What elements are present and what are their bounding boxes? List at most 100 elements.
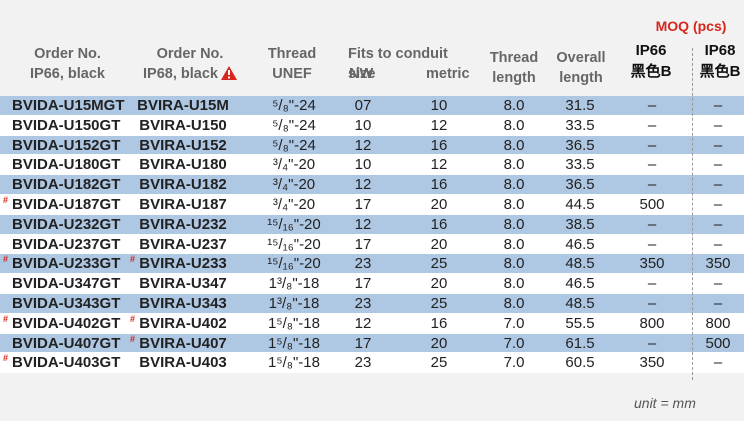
header-metric: metric (426, 66, 470, 82)
table-row: # BVIDA-U402GT # BVIRA-U402 1⁵/₈"-18 12 16 7.0 5… (0, 313, 744, 334)
header-nw: NW (349, 66, 374, 82)
nw-cell: 23 (343, 353, 383, 373)
ip66-cell: # BVIDA-U402GT (3, 314, 122, 334)
thread-length-cell: 8.0 (492, 294, 536, 314)
thread-cell-text: 1⁵/₈"-18 (268, 334, 320, 352)
overall-length-cell: 36.5 (556, 175, 604, 195)
note-mark: # (3, 254, 9, 265)
overall-length-cell-text: 61.5 (565, 334, 595, 352)
moq-ip66-cell: – (627, 215, 677, 235)
overall-length-cell-text: 55.5 (565, 314, 595, 332)
thread-cell: ⁵/₈"-24 (260, 96, 328, 116)
ip66-cell: BVIDA-U152GT (12, 136, 122, 156)
overall-length-cell: 55.5 (556, 314, 604, 334)
overall-length-cell: 33.5 (556, 116, 604, 136)
ip68-cell: BVIRA-U232 (128, 215, 238, 235)
ip68-cell-text: BVIRA-U15M (137, 97, 229, 114)
nw-cell: 12 (343, 136, 383, 156)
table-row: BVIDA-U150GT BVIRA-U150 ⁵/₈"-24 10 12 8.0 33.5… (0, 115, 744, 136)
table-row: BVIDA-U232GT BVIRA-U232 ¹⁵/₁₆"-20 12 16 8.0 38… (0, 214, 744, 235)
thread-length-cell-text: 8.0 (503, 235, 525, 253)
table-row: BVIDA-U180GT BVIRA-U180 ³/₄"-20 10 12 8.0 33.5… (0, 155, 744, 176)
moq-ip68-cell: – (694, 136, 742, 156)
moq-ip66-cell: – (627, 274, 677, 294)
warning-icon (220, 66, 237, 86)
header-thread-line1: Thread (267, 46, 317, 62)
metric-cell-text: 12 (430, 116, 448, 134)
nw-cell-text: 23 (354, 354, 372, 372)
metric-cell: 20 (420, 334, 458, 354)
overall-length-cell: 38.5 (556, 215, 604, 235)
overall-length-cell: 61.5 (556, 334, 604, 354)
moq-ip66-cell-text: 500 (639, 195, 665, 213)
moq-ip68-cell-text: – (713, 275, 723, 293)
thread-length-cell: 8.0 (492, 235, 536, 255)
thread-cell-text: ³/₄"-20 (272, 176, 316, 194)
metric-cell-text: 16 (430, 136, 448, 154)
ip68-cell: BVIRA-U152 (128, 136, 238, 156)
thread-cell: ¹⁵/₁₆"-20 (260, 235, 328, 255)
metric-cell: 20 (420, 274, 458, 294)
table-row: # BVIDA-U403GT BVIRA-U403 1⁵/₈"-18 23 25 7.0 60… (0, 353, 744, 374)
unit-note: unit = mm (634, 395, 696, 411)
thread-length-cell-text: 8.0 (503, 156, 525, 174)
overall-length-cell: 48.5 (556, 254, 604, 274)
thread-length-cell-text: 8.0 (503, 97, 525, 114)
nw-cell-text: 17 (354, 195, 372, 213)
thread-length-cell: 8.0 (492, 116, 536, 136)
nw-cell-text: 12 (354, 314, 372, 332)
thread-length-cell-text: 7.0 (503, 314, 525, 332)
nw-cell-text: 12 (354, 176, 372, 194)
thread-cell-text: ¹⁵/₁₆"-20 (267, 235, 321, 253)
moq-ip66-cell: – (627, 334, 677, 354)
moq-column-divider (692, 48, 693, 380)
moq-ip66-cell-text: 350 (639, 255, 665, 273)
metric-cell-text: 25 (430, 294, 448, 312)
ip66-cell: # BVIDA-U233GT (3, 254, 122, 274)
metric-cell: 25 (420, 254, 458, 274)
thread-cell: ¹⁵/₁₆"-20 (260, 215, 328, 235)
metric-cell: 25 (420, 294, 458, 314)
note-mark: # (130, 254, 136, 265)
moq-ip66-cell: – (627, 116, 677, 136)
header-thread-length: Thread length (488, 48, 540, 88)
moq-ip68-cell-text: – (713, 195, 723, 213)
header-thread-line2: UNEF (272, 66, 312, 82)
header-ip68-line2: IP68, black (143, 66, 218, 82)
overall-length-cell: 44.5 (556, 195, 604, 215)
metric-cell: 10 (420, 96, 458, 116)
moq-ip66-cell-text: 800 (639, 314, 665, 332)
note-mark: # (130, 333, 136, 344)
ip68-cell-text: BVIRA-U150 (139, 116, 227, 134)
header-overall-length: Overall length (553, 48, 609, 88)
nw-cell: 12 (343, 314, 383, 334)
ip66-cell-text: BVIDA-U407GT (12, 334, 121, 352)
overall-length-cell-text: 36.5 (565, 136, 595, 154)
moq-ip68-cell: – (694, 116, 742, 136)
metric-cell-text: 12 (430, 156, 448, 174)
thread-cell-text: 1³/₈"-18 (268, 275, 320, 293)
table-row: BVIDA-U347GT BVIRA-U347 1³/₈"-18 17 20 8.0 46.… (0, 274, 744, 294)
moq-ip66-cell: – (627, 136, 677, 156)
ip68-cell-text: BVIRA-U237 (139, 235, 227, 253)
thread-cell: ¹⁵/₁₆"-20 (260, 254, 328, 274)
nw-cell-text: 23 (354, 294, 372, 312)
ip68-cell: # BVIRA-U402 (128, 314, 238, 334)
overall-length-cell: 31.5 (556, 96, 604, 116)
nw-cell: 17 (343, 334, 383, 354)
moq-ip66-cell-text: – (647, 275, 657, 293)
moq-ip66-cell-text: – (647, 116, 657, 134)
ip66-cell-text: BVIDA-U180GT (12, 156, 121, 174)
ip68-cell-text: BVIRA-U182 (139, 176, 227, 194)
moq-ip66-cell: 500 (627, 195, 677, 215)
moq-ip68-cell-text: – (713, 136, 723, 154)
moq-ip68-cell: – (694, 353, 742, 373)
table-row: BVIDA-U182GT BVIRA-U182 ³/₄"-20 12 16 8.0 36.5… (0, 175, 744, 195)
metric-cell-text: 20 (430, 195, 448, 213)
ip66-cell-text: BVIDA-U182GT (12, 176, 121, 194)
moq-ip68-cell: 350 (694, 254, 742, 274)
nw-cell: 12 (343, 215, 383, 235)
table-row: BVIDA-U152GT BVIRA-U152 ⁵/₈"-24 12 16 8.0 36.5… (0, 135, 744, 156)
nw-cell: 23 (343, 254, 383, 274)
moq-ip68-cell: – (694, 294, 742, 314)
